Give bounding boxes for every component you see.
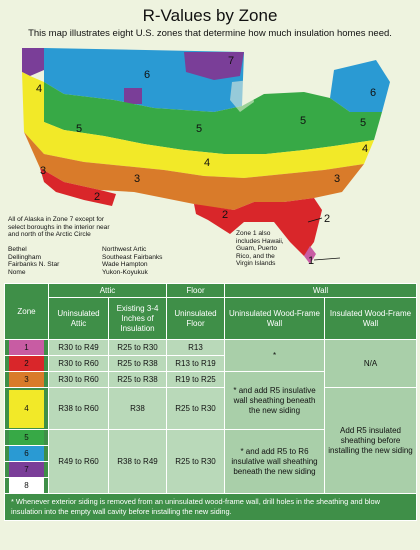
header-wall: Wall bbox=[223, 283, 418, 298]
map-zone-label: 2 bbox=[94, 191, 100, 203]
page-subtitle: This map illustrates eight U.S. zones th… bbox=[28, 28, 392, 39]
table-row: 4 R38 to R60 R38 R25 to R30 Add R5 insul… bbox=[4, 387, 418, 494]
zone-1-region bbox=[304, 246, 316, 264]
table-row: 1 R30 to R49 R25 to R30 R13 * N/A bbox=[4, 339, 418, 388]
alaska-boroughs-left: Bethel Dellingham Fairbanks N. Star Nome bbox=[8, 246, 60, 276]
table-row: 7 bbox=[4, 461, 417, 478]
table-row: 8 bbox=[4, 477, 417, 494]
cell-existing: R38 to R49 bbox=[108, 429, 167, 494]
map-zone-label: 2 bbox=[222, 209, 228, 221]
table-row: 2 R30 to R60 R25 to R38 R13 to R19 bbox=[4, 355, 417, 372]
map-zone-label: 7 bbox=[228, 55, 234, 67]
header-uninsulated-floor: Uninsulated Floor bbox=[166, 297, 225, 340]
alaska-boroughs-right: Northwest Artic Southeast Fairbanks Wade… bbox=[102, 246, 163, 276]
table-row: 3 R30 to R60 R25 to R38 R19 to R25 * and… bbox=[4, 371, 417, 430]
map-zone-label: 5 bbox=[300, 115, 306, 127]
alaska-note: All of Alaska in Zone 7 except for selec… bbox=[8, 216, 110, 239]
zone-4-region bbox=[22, 72, 374, 178]
header-zone: Zone bbox=[4, 283, 49, 340]
cell-floor: R13 to R19 bbox=[166, 355, 225, 372]
zone-4-swatch: 4 bbox=[9, 389, 44, 428]
table-footnote-row: * Whenever exterior siding is removed fr… bbox=[3, 493, 418, 521]
cell-floor: R25 to R30 bbox=[166, 387, 225, 430]
zone-3-swatch: 3 bbox=[9, 372, 44, 387]
zone-1-note: Zone 1 also includes Hawaii, Guam, Puert… bbox=[236, 230, 284, 268]
map-zone-label: 4 bbox=[362, 143, 368, 155]
header-insulated-wall: Insulated Wood-Frame Wall bbox=[323, 297, 418, 340]
cell-floor: R25 to R30 bbox=[166, 429, 225, 494]
map-zone-label: 6 bbox=[144, 69, 150, 81]
cell-insulated-wall: Add R5 insulated sheathing before instal… bbox=[323, 387, 418, 494]
map-zone-label: 5 bbox=[196, 123, 202, 135]
cell-attic: R30 to R60 bbox=[48, 355, 109, 372]
cell-attic: R49 to R60 bbox=[48, 429, 109, 494]
map-zone-label: 3 bbox=[40, 165, 46, 177]
map-zone-label: 4 bbox=[36, 83, 42, 95]
map-zone-label: 6 bbox=[370, 87, 376, 99]
cell-wall-note: * bbox=[224, 339, 325, 372]
cell-existing: R38 bbox=[108, 387, 167, 430]
cell-existing: R25 to R30 bbox=[108, 339, 167, 356]
cell-attic: R30 to R49 bbox=[48, 339, 109, 356]
zone-7-region bbox=[22, 48, 44, 76]
header-uninsulated-wall: Uninsulated Wood-Frame Wall bbox=[224, 297, 325, 340]
cell-wall-note: * and add R5 insulative wall sheathing b… bbox=[224, 371, 325, 430]
lake-michigan bbox=[230, 80, 254, 112]
zone-map: 1 2 2 2 3 3 3 4 4 4 5 5 5 5 6 6 7 bbox=[4, 42, 416, 282]
cell-floor: R19 to R25 bbox=[166, 371, 225, 388]
zone-2-region bbox=[40, 168, 116, 206]
map-zone-label: 2 bbox=[324, 213, 330, 225]
zone-map-svg: 1 2 2 2 3 3 3 4 4 4 5 5 5 5 6 6 7 bbox=[22, 48, 390, 267]
zone-2-region-south bbox=[194, 198, 322, 256]
zone-2-swatch: 2 bbox=[9, 356, 44, 371]
zone-5-swatch: 5 bbox=[9, 430, 44, 445]
cell-wall-note: * and add R5 to R6 insulative wall sheat… bbox=[224, 429, 325, 494]
zone-7-swatch: 7 bbox=[9, 462, 44, 477]
header-uninsulated-attic: Uninsulated Attic bbox=[48, 297, 109, 340]
cell-floor: R13 bbox=[166, 339, 225, 356]
zone-1-pointer bbox=[313, 257, 341, 261]
cell-attic: R38 to R60 bbox=[48, 387, 109, 430]
table-row: 5 R49 to R60 R38 to R49 R25 to R30 * and… bbox=[4, 429, 417, 494]
table-footnote: * Whenever exterior siding is removed fr… bbox=[3, 493, 418, 521]
zone-5-region bbox=[44, 82, 382, 154]
map-zone-label: 3 bbox=[334, 173, 340, 185]
map-zone-label: 3 bbox=[134, 173, 140, 185]
zone-7-region-michigan bbox=[124, 88, 142, 104]
cell-existing: R25 to R38 bbox=[108, 355, 167, 372]
zone-1-swatch: 1 bbox=[9, 340, 44, 355]
header-attic: Attic bbox=[48, 283, 167, 298]
zone-6-region-east bbox=[330, 60, 390, 112]
zone-3-region bbox=[24, 132, 364, 210]
zone-6-swatch: 6 bbox=[9, 446, 44, 461]
zone-7-region-north bbox=[184, 52, 244, 80]
map-zone-label: 5 bbox=[76, 123, 82, 135]
cell-existing: R25 to R38 bbox=[108, 371, 167, 388]
cell-attic: R30 to R60 bbox=[48, 371, 109, 388]
zone-2-pointer bbox=[307, 217, 323, 223]
map-zone-label: 4 bbox=[204, 157, 210, 169]
cell-insulated-wall: N/A bbox=[323, 339, 418, 388]
page-title: R-Values by Zone bbox=[142, 6, 278, 25]
r-value-table: Zone Attic Floor Wall Uninsulated Attic … bbox=[3, 283, 418, 547]
header-floor: Floor bbox=[166, 283, 225, 298]
header-existing-attic: Existing 3-4 Inches of Insulation bbox=[108, 297, 167, 340]
map-zone-label: 1 bbox=[308, 255, 314, 267]
zone-8-swatch: 8 bbox=[9, 478, 44, 493]
map-zone-label: 5 bbox=[360, 117, 366, 129]
